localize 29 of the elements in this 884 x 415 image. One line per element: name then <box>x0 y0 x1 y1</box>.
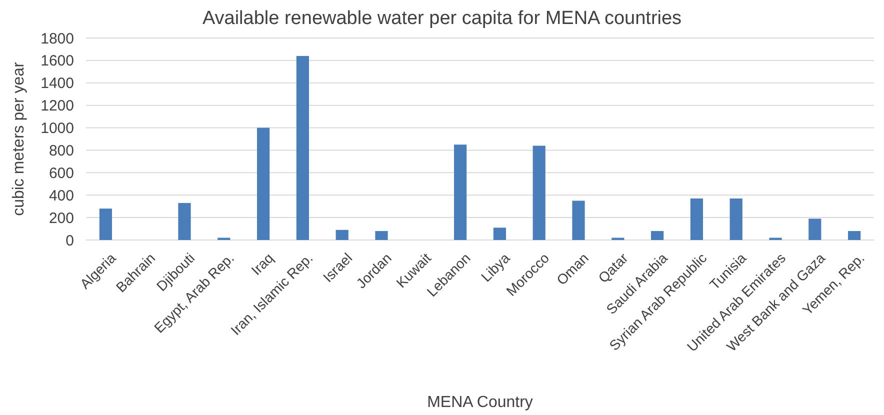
bar <box>848 231 861 240</box>
bar <box>690 198 704 240</box>
bar <box>493 228 506 240</box>
y-tick-label: 0 <box>66 232 74 250</box>
chart-title: Available renewable water per capita for MENA countries <box>202 8 682 29</box>
y-tick-label: 400 <box>48 187 74 204</box>
y-tick-label: 1000 <box>40 120 74 138</box>
y-axis-title: cubic meters per year <box>10 61 28 216</box>
bar <box>256 128 270 240</box>
bar <box>296 56 310 240</box>
bar <box>178 202 191 240</box>
bar <box>99 208 112 240</box>
x-axis-title: MENA Country <box>427 394 533 411</box>
x-tick-label: Iraq <box>248 250 276 278</box>
y-tick-label: 1400 <box>40 75 74 92</box>
y-tick-label: 1600 <box>40 52 74 70</box>
bar <box>808 218 822 240</box>
bar <box>650 231 664 240</box>
bar <box>572 200 585 240</box>
y-tick-label: 200 <box>48 210 74 227</box>
bar <box>730 198 742 240</box>
y-tick-label: 600 <box>48 164 74 182</box>
y-tick-label: 1200 <box>40 98 74 115</box>
y-tick-label: 1800 <box>40 30 74 48</box>
bar <box>336 230 348 240</box>
bar <box>532 146 546 240</box>
y-tick-label: 800 <box>48 142 74 160</box>
bar <box>375 231 388 240</box>
bar <box>454 144 467 240</box>
